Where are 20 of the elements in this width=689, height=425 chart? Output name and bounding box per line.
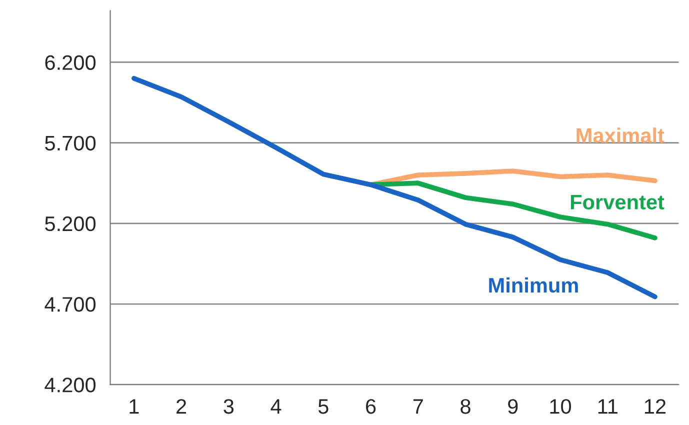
x-tick-label: 5 <box>318 399 328 414</box>
x-tick-label: 8 <box>460 399 470 414</box>
x-tick-label: 4 <box>270 399 282 414</box>
y-tick-label: 4.700 <box>44 297 96 312</box>
series-label: Forventet <box>570 194 664 210</box>
x-tick-label: 11 <box>598 399 618 414</box>
series-label: Minimum <box>489 277 578 293</box>
x-tick-label: 1 <box>130 399 139 414</box>
x-tick-label: 9 <box>508 399 518 414</box>
x-tick-label: 10 <box>550 399 572 414</box>
x-tick-label: 2 <box>176 399 186 414</box>
x-tick-label: 7 <box>413 399 423 414</box>
x-tick-label: 3 <box>224 399 234 414</box>
y-tick-label: 6.200 <box>45 55 96 70</box>
series-label: Maximalt <box>576 128 664 143</box>
x-tick-label: 12 <box>644 399 666 414</box>
y-tick-label: 4.200 <box>44 378 96 392</box>
y-tick-label: 5.700 <box>45 136 96 151</box>
y-tick-label: 5.200 <box>45 216 96 232</box>
x-tick-label: 6 <box>366 399 376 414</box>
